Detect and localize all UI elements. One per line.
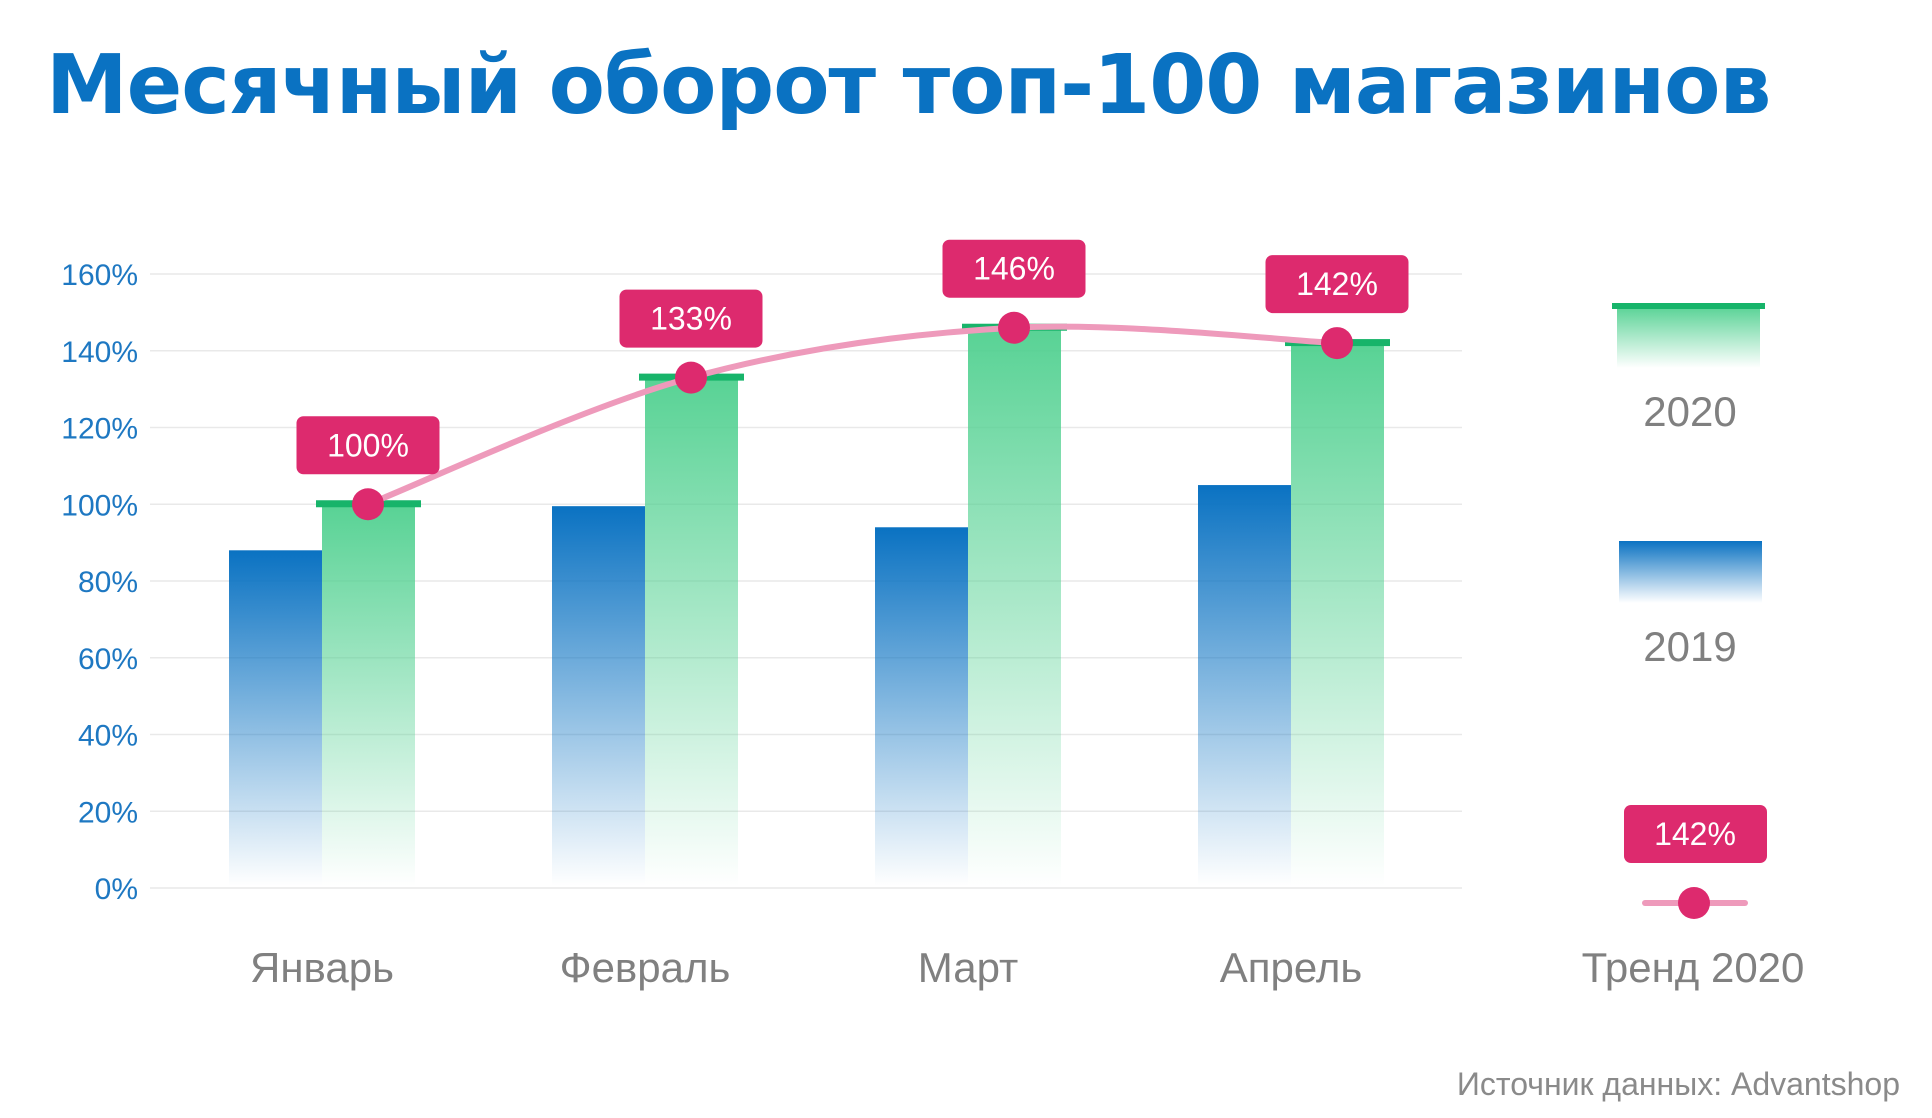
legend-swatch-2020-cap <box>1612 303 1765 309</box>
data-label-box <box>296 416 440 475</box>
data-label-box <box>1265 255 1409 314</box>
legend-trend-marker <box>1678 887 1710 919</box>
y-axis: 0% 20% 40% 60% 80% 100% 120% 140% 160% <box>61 259 138 906</box>
y-tick-label: 160% <box>61 259 138 292</box>
data-label-box <box>619 289 763 348</box>
data-label: 146% <box>973 251 1055 287</box>
y-tick-label: 40% <box>78 720 138 753</box>
trend-point <box>675 361 707 394</box>
trend-point <box>1321 327 1353 360</box>
legend-label-trend: Тренд 2020 <box>1582 944 1805 991</box>
legend-swatch-2020 <box>1617 306 1760 368</box>
legend-label-2020: 2020 <box>1643 388 1736 435</box>
category-label: Апрель <box>1220 944 1362 991</box>
source-note: Источник данных: Advantshop <box>1456 1066 1900 1102</box>
data-label: 133% <box>650 301 732 337</box>
bars <box>229 323 1390 887</box>
bar-2019 <box>875 527 968 886</box>
y-tick-label: 100% <box>61 489 138 522</box>
y-tick-label: 80% <box>78 566 138 599</box>
chart-title: Месячный оборот топ-100 магазинов <box>46 38 1771 133</box>
category-label: Февраль <box>560 944 731 991</box>
legend: 2020 2019 142% Тренд 2020 <box>1582 303 1805 991</box>
data-label: 142% <box>1296 266 1378 302</box>
bar-2020 <box>968 327 1061 887</box>
trend-point <box>352 488 384 521</box>
legend-trend-value: 142% <box>1654 816 1736 852</box>
trend-line-group <box>352 311 1353 521</box>
bar-2019 <box>1198 485 1291 886</box>
data-label: 100% <box>327 427 409 463</box>
y-tick-label: 120% <box>61 413 138 446</box>
bar-2020 <box>1291 343 1384 886</box>
y-tick-label: 140% <box>61 336 138 369</box>
y-tick-label: 20% <box>78 796 138 829</box>
category-label: Январь <box>250 944 394 991</box>
trend-line <box>365 323 1340 508</box>
legend-label-2019: 2019 <box>1643 623 1736 670</box>
y-tick-label: 0% <box>95 873 138 906</box>
bar-2019 <box>229 550 322 886</box>
y-tick-label: 60% <box>78 643 138 676</box>
trend-point <box>998 311 1030 344</box>
data-labels: 100% 133% 146% 142% <box>296 239 1409 475</box>
bar-2020 <box>645 377 738 886</box>
category-label: Март <box>918 944 1019 991</box>
bar-2020 <box>322 504 415 886</box>
data-label-box <box>942 239 1086 298</box>
x-axis: Январь Февраль Март Апрель <box>250 944 1362 991</box>
legend-trend-box <box>1624 805 1767 863</box>
bar-2019 <box>552 506 645 886</box>
legend-swatch-2019 <box>1619 541 1762 603</box>
